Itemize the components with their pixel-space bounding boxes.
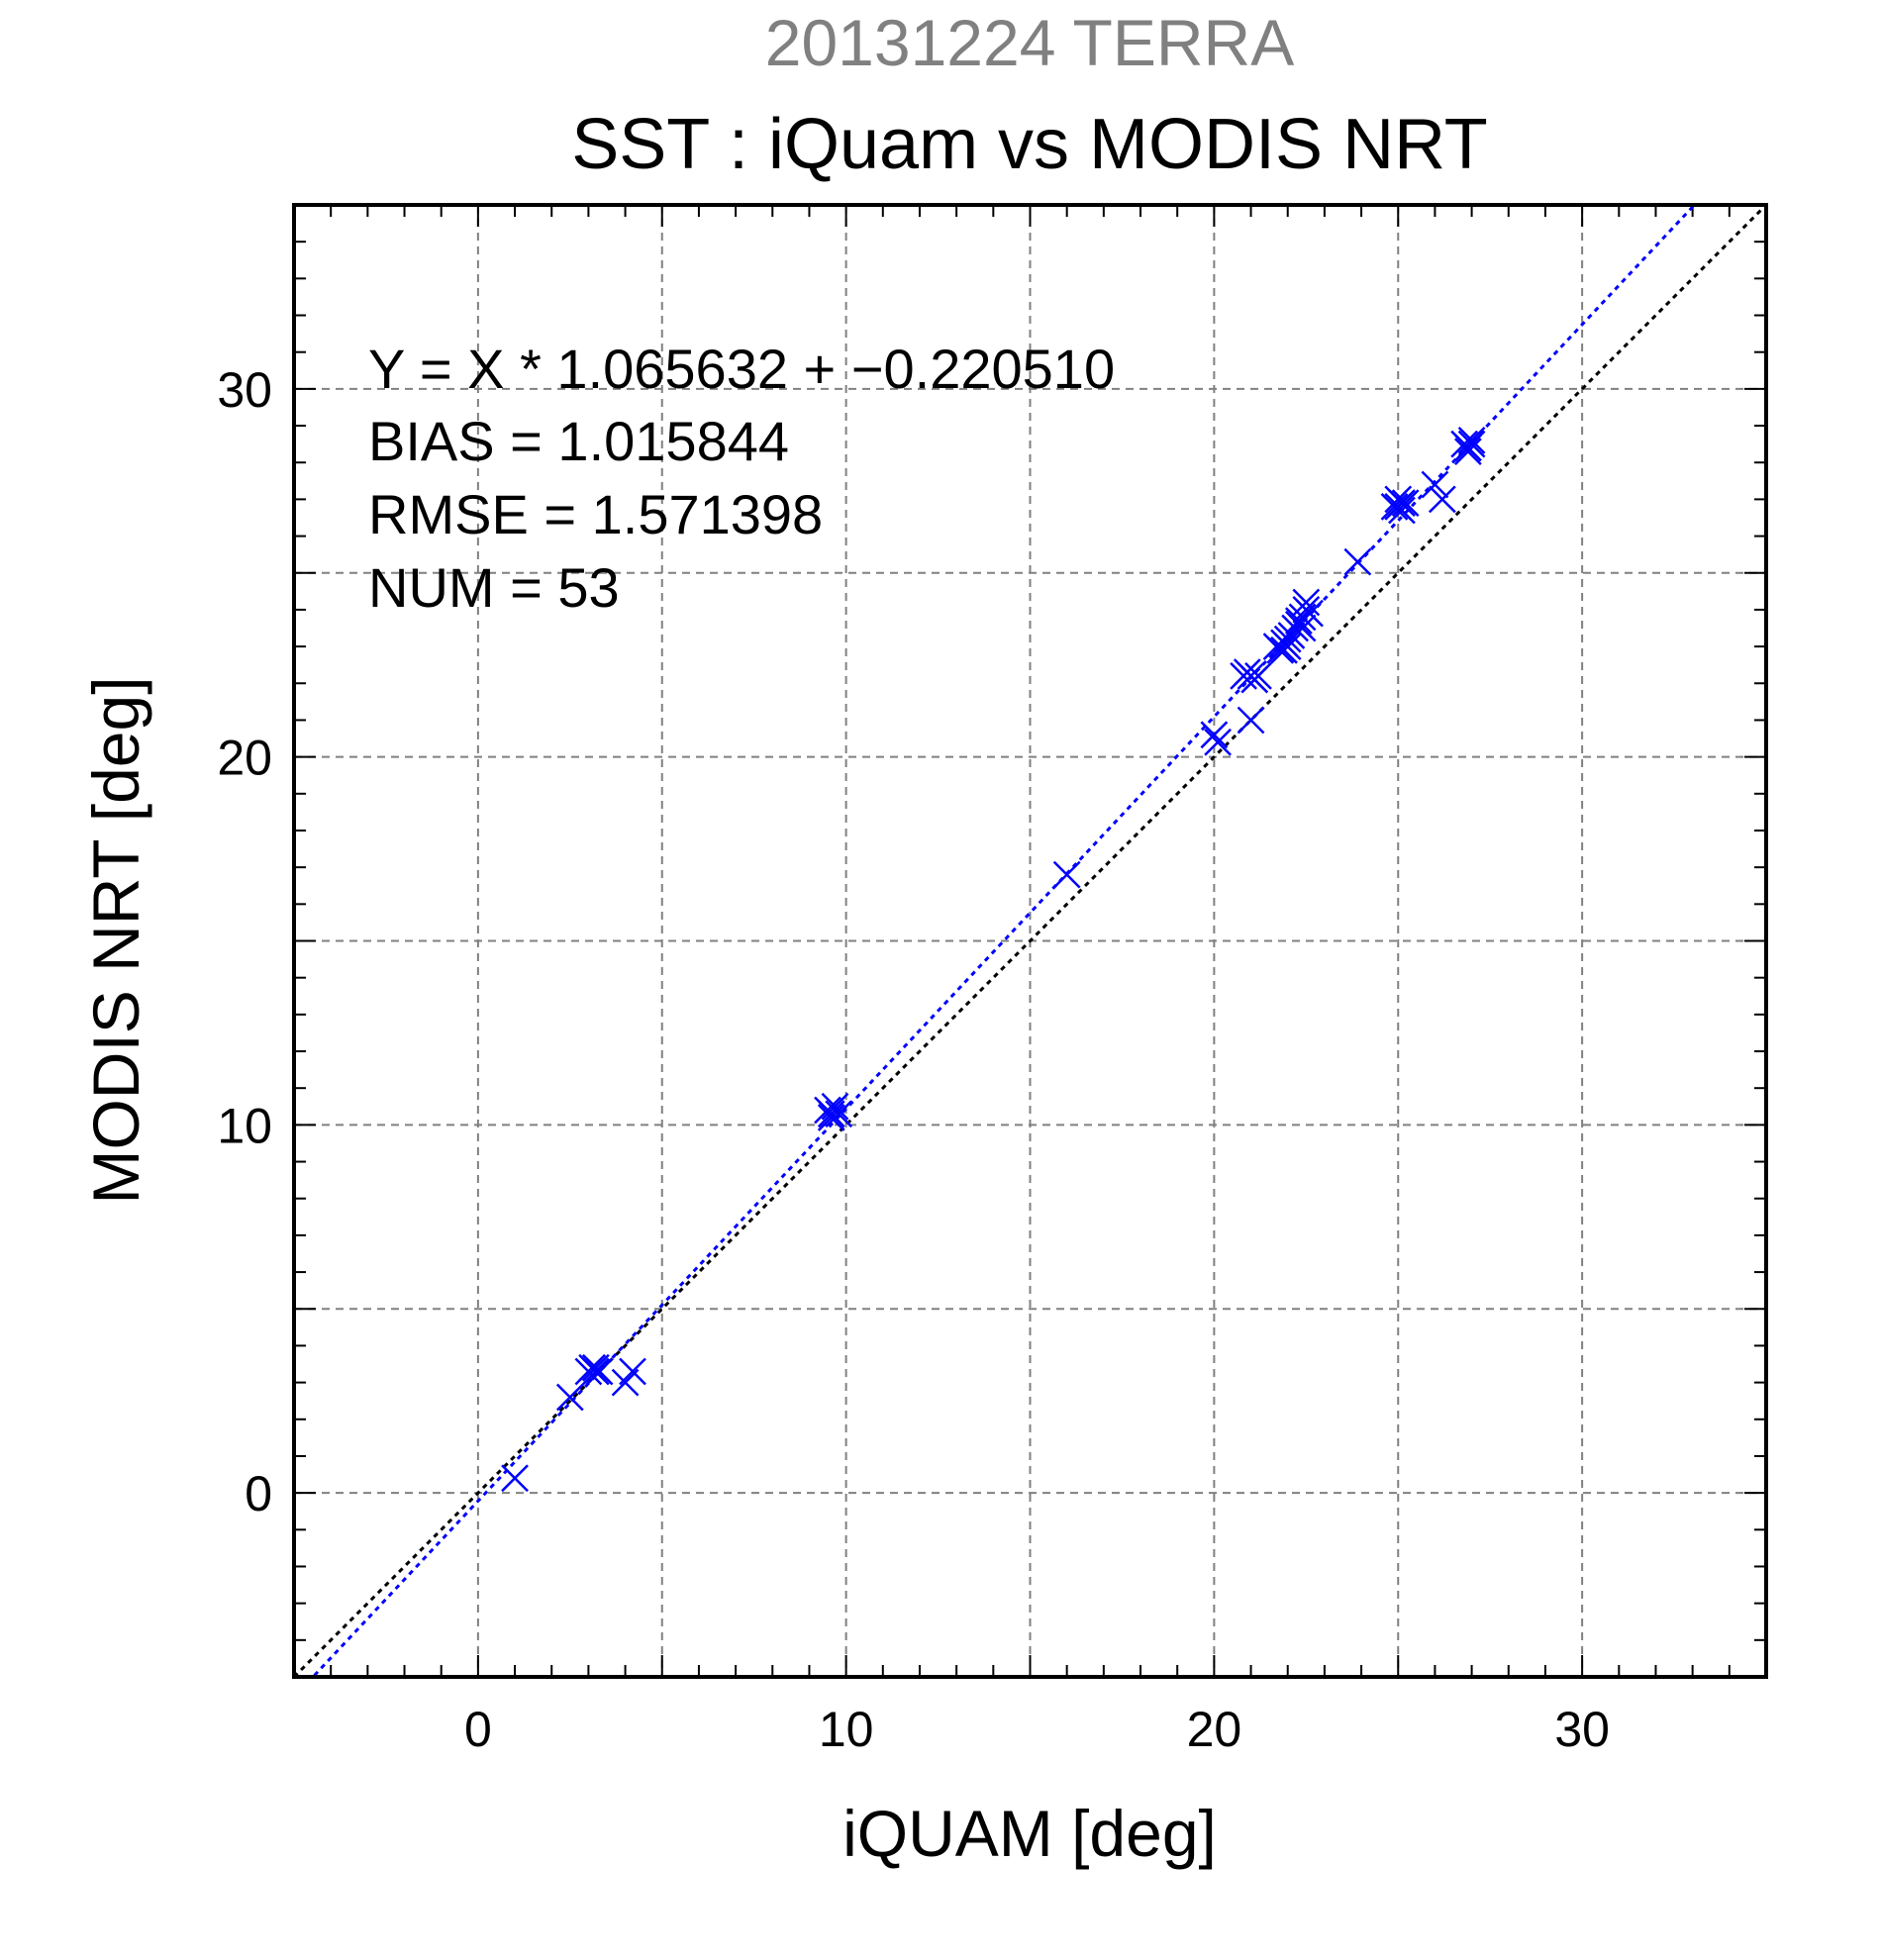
data-point bbox=[1391, 489, 1420, 518]
data-point bbox=[1428, 485, 1456, 514]
data-point bbox=[1052, 860, 1081, 889]
reference-lines bbox=[294, 205, 1766, 1677]
data-point bbox=[1457, 427, 1486, 454]
y-tick-label: 10 bbox=[217, 1098, 272, 1153]
annotation-bias: BIAS = 1.015844 bbox=[368, 410, 789, 472]
chart-title: SST : iQuam vs MODIS NRT bbox=[571, 105, 1488, 184]
y-tick-label: 0 bbox=[245, 1466, 272, 1521]
x-axis-label: iQUAM [deg] bbox=[842, 1797, 1217, 1870]
data-point bbox=[1380, 492, 1409, 521]
data-point bbox=[825, 1100, 853, 1128]
data-point bbox=[821, 1092, 849, 1121]
data-points bbox=[501, 427, 1486, 1493]
data-point bbox=[1237, 706, 1265, 735]
data-point bbox=[581, 1353, 610, 1382]
data-point bbox=[1200, 721, 1229, 749]
data-point bbox=[1453, 434, 1482, 462]
x-tick-label: 10 bbox=[819, 1702, 874, 1757]
identity-line bbox=[294, 205, 1766, 1677]
annotation-rmse: RMSE = 1.571398 bbox=[368, 483, 823, 545]
data-point bbox=[1343, 547, 1372, 576]
data-point bbox=[555, 1383, 584, 1412]
data-point bbox=[817, 1100, 845, 1128]
data-point bbox=[1292, 588, 1321, 617]
x-tick-label: 0 bbox=[464, 1702, 492, 1757]
data-point bbox=[1270, 636, 1298, 664]
data-point bbox=[1453, 438, 1482, 465]
data-point bbox=[1388, 489, 1416, 518]
fit-line bbox=[311, 205, 1697, 1677]
data-point bbox=[619, 1357, 646, 1386]
data-point bbox=[1288, 614, 1317, 642]
annotation-num: NUM = 53 bbox=[368, 556, 620, 619]
stats-annotations: Y = X * 1.065632 + −0.220510 BIAS = 1.01… bbox=[368, 338, 1115, 619]
data-point bbox=[1284, 607, 1313, 635]
y-axis-label: MODIS NRT [deg] bbox=[79, 676, 152, 1204]
x-tick-label: 30 bbox=[1554, 1702, 1610, 1757]
tick-labels: 0 10 20 30 0 10 20 30 bbox=[217, 362, 1610, 1757]
data-point bbox=[581, 1357, 610, 1386]
y-tick-label: 20 bbox=[217, 731, 272, 786]
data-point bbox=[1421, 470, 1449, 499]
data-point bbox=[817, 1104, 845, 1131]
annotation-equation: Y = X * 1.065632 + −0.220510 bbox=[368, 338, 1115, 400]
data-point bbox=[1204, 728, 1232, 756]
x-tick-label: 20 bbox=[1187, 1702, 1242, 1757]
data-point bbox=[1244, 661, 1272, 690]
data-point bbox=[501, 1464, 529, 1493]
y-tick-label: 30 bbox=[217, 362, 272, 418]
chart-supertitle: 20131224 TERRA bbox=[765, 6, 1294, 79]
plot-frame bbox=[292, 203, 1768, 1679]
